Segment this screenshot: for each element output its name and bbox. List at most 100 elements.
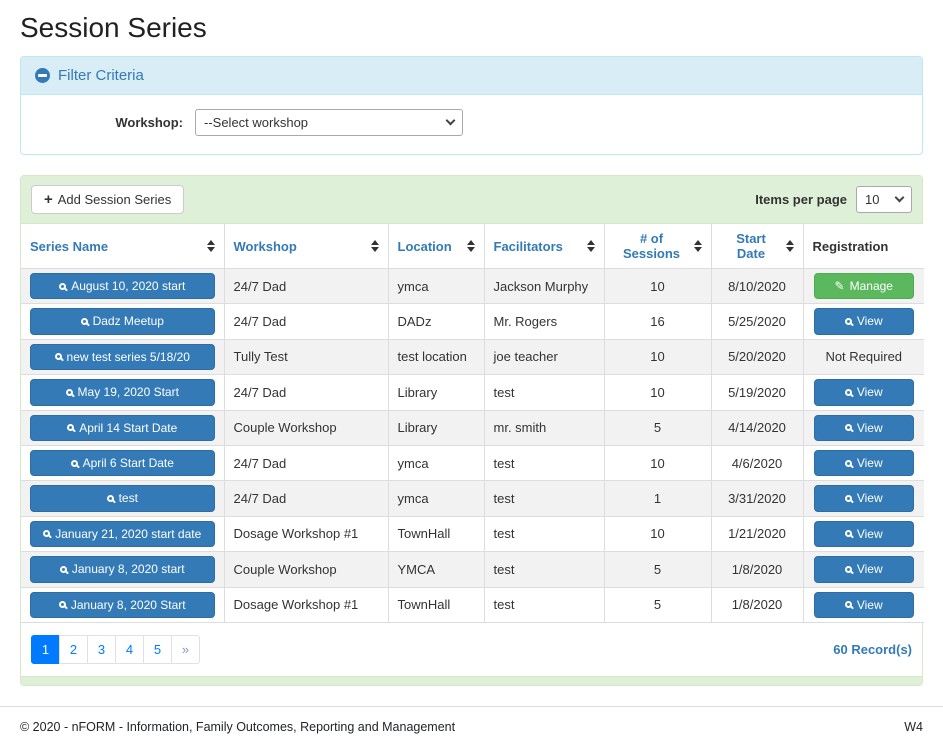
sort-down-arrow <box>693 247 702 252</box>
sort-icon[interactable] <box>785 240 794 252</box>
start-date-cell: 4/14/2020 <box>710 409 804 446</box>
sessions-count-cell: 1 <box>603 480 712 517</box>
sort-icon[interactable] <box>466 240 475 252</box>
search-icon <box>65 388 73 396</box>
series-link-button[interactable]: new test series 5/18/20 <box>30 343 215 371</box>
search-icon <box>59 282 67 290</box>
series-name-cell: Dadz Meetup <box>21 303 225 340</box>
series-name-label: January 8, 2020 Start <box>70 597 186 612</box>
sort-icon[interactable] <box>693 240 702 252</box>
start-date-cell: 5/19/2020 <box>710 374 804 411</box>
filter-criteria-header[interactable]: Filter Criteria <box>21 57 922 95</box>
series-link-button[interactable]: April 6 Start Date <box>30 449 215 477</box>
column-header-series-name[interactable]: Series Name <box>21 224 225 269</box>
page-button-next[interactable]: » <box>171 634 200 664</box>
view-registration-button[interactable]: View <box>813 520 914 548</box>
sort-down-arrow <box>785 247 794 252</box>
view-registration-button[interactable]: View <box>813 449 914 477</box>
sessions-count-cell: 10 <box>603 338 712 376</box>
page-title: Session Series <box>20 12 207 43</box>
series-link-button[interactable]: April 14 Start Date <box>30 414 215 441</box>
column-header-of-sessions[interactable]: # of Sessions <box>603 224 712 269</box>
sort-icon[interactable] <box>370 240 379 252</box>
column-header-workshop[interactable]: Workshop <box>223 224 389 269</box>
sessions-count-cell: 16 <box>603 303 712 340</box>
content: Session Series Filter Criteria Workshop:… <box>0 12 943 686</box>
workshop-cell: Tully Test <box>223 338 389 376</box>
series-link-button[interactable]: August 10, 2020 start <box>30 273 215 300</box>
record-count: 60 Record(s) <box>833 641 912 657</box>
search-icon <box>844 495 852 503</box>
search-icon <box>106 495 114 503</box>
sort-up-arrow <box>206 240 215 245</box>
series-name-cell: January 8, 2020 Start <box>21 586 225 623</box>
items-per-page-select[interactable]: 10 <box>856 186 912 213</box>
manage-registration-button[interactable]: ✎ Manage <box>813 273 914 300</box>
table-row: new test series 5/18/20 Tully Test test lo… <box>21 338 924 376</box>
panel-footer-strip <box>21 675 922 685</box>
sessions-count-cell: 10 <box>603 515 712 553</box>
footer-version-badge: W4 <box>904 719 923 734</box>
column-label: Registration <box>812 238 889 254</box>
facilitators-cell: test <box>483 444 605 482</box>
workshop-cell: Dosage Workshop #1 <box>223 586 389 623</box>
registration-cell: Not Required <box>802 338 924 376</box>
view-registration-button[interactable]: View <box>813 308 914 335</box>
column-header-location[interactable]: Location <box>387 224 485 269</box>
registration-button-label: Manage <box>849 279 893 293</box>
search-icon <box>844 424 852 432</box>
table-row: April 6 Start Date 24/7 Dad ymca test 10 4/6/… <box>21 444 924 482</box>
sort-icon[interactable] <box>586 240 595 252</box>
series-link-button[interactable]: test <box>30 485 215 512</box>
view-registration-button[interactable]: View <box>813 591 914 618</box>
sort-icon[interactable] <box>206 240 215 252</box>
registration-button-label: View <box>856 526 883 541</box>
sort-up-arrow <box>785 240 794 245</box>
page-button-3[interactable]: 3 <box>87 634 116 664</box>
registration-cell: View <box>802 374 924 411</box>
registration-cell: View <box>802 480 924 517</box>
workshop-label: Workshop: <box>115 115 183 130</box>
start-date-cell: 1/8/2020 <box>710 586 804 623</box>
series-link-button[interactable]: January 8, 2020 start <box>30 556 215 583</box>
view-registration-button[interactable]: View <box>813 414 914 441</box>
registration-cell: View <box>802 515 924 553</box>
location-cell: ymca <box>387 480 485 517</box>
workshop-cell: 24/7 Dad <box>223 444 389 482</box>
series-link-button[interactable]: Dadz Meetup <box>30 308 215 335</box>
sort-up-arrow <box>466 240 475 245</box>
search-icon <box>844 530 852 538</box>
registration-button-label: View <box>856 562 883 577</box>
series-name-cell: test <box>21 480 225 517</box>
page-button-2[interactable]: 2 <box>59 634 88 664</box>
series-link-button[interactable]: January 21, 2020 start date <box>30 520 215 548</box>
column-header-facilitators[interactable]: Facilitators <box>483 224 605 269</box>
page-button-1[interactable]: 1 <box>31 634 60 664</box>
collapse-minus-circle-icon[interactable] <box>35 68 50 83</box>
facilitators-cell: mr. smith <box>483 409 605 446</box>
column-header-start-date[interactable]: Start Date <box>710 224 804 269</box>
site-footer: © 2020 - nFORM - Information, Family Out… <box>0 705 943 754</box>
plus-icon: + <box>44 191 53 208</box>
workshop-cell: 24/7 Dad <box>223 267 389 305</box>
workshop-cell: 24/7 Dad <box>223 480 389 517</box>
page-button-4[interactable]: 4 <box>115 634 144 664</box>
view-registration-button[interactable]: View <box>813 556 914 583</box>
series-link-button[interactable]: May 19, 2020 Start <box>30 379 215 406</box>
column-label: Start Date <box>736 231 766 261</box>
column-label: Series Name <box>30 238 109 254</box>
view-registration-button[interactable]: View <box>813 379 914 406</box>
add-session-series-button[interactable]: + Add Session Series <box>31 185 185 214</box>
view-registration-button[interactable]: View <box>813 485 914 512</box>
series-link-button[interactable]: January 8, 2020 Start <box>30 591 215 618</box>
workshop-select[interactable]: --Select workshop <box>195 109 463 136</box>
facilitators-cell: test <box>483 374 605 411</box>
search-icon <box>70 459 78 467</box>
series-name-cell: May 19, 2020 Start <box>21 374 225 411</box>
start-date-cell: 1/8/2020 <box>710 551 804 588</box>
pager-row: 1 2 3 4 5» 60 Record(s) <box>21 622 922 676</box>
page-button-5[interactable]: 5 <box>143 634 172 664</box>
registration-cell: View <box>802 444 924 482</box>
pagination: 1 2 3 4 5» <box>31 634 200 664</box>
search-icon <box>844 565 852 573</box>
